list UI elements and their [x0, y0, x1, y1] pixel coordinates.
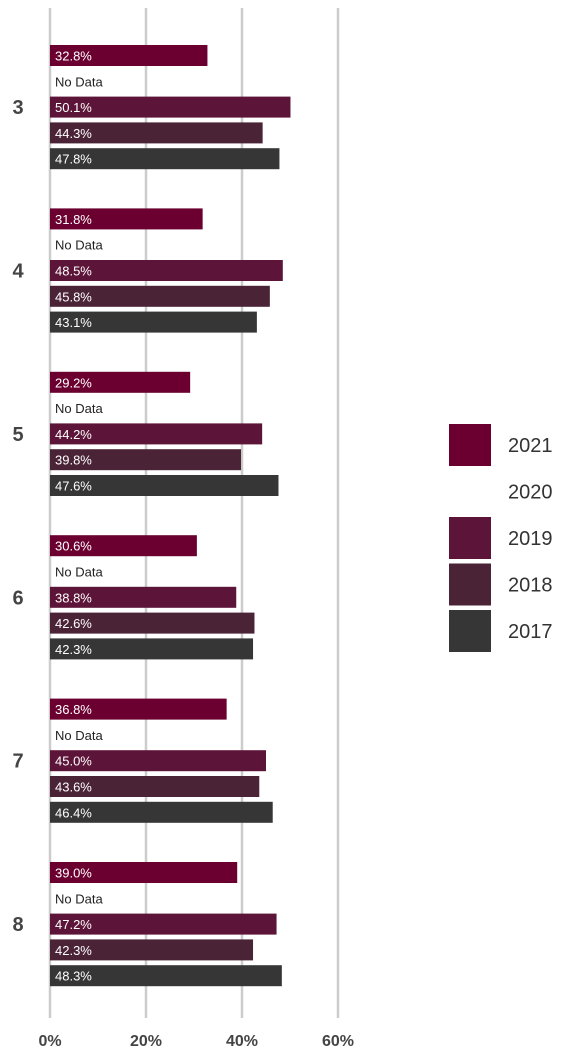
bar-2019-grade-6	[50, 586, 237, 608]
bar-value-label: 42.6%	[55, 616, 92, 631]
bar-2017-grade-3	[50, 148, 280, 170]
bar-2021-grade-8	[50, 862, 238, 883]
bar-value-label: 47.8%	[55, 152, 92, 167]
bar-value-label: 48.5%	[55, 264, 92, 279]
bar-value-label: 42.3%	[55, 943, 92, 958]
category-label: 8	[12, 914, 23, 936]
legend-label-2017: 2017	[508, 621, 553, 643]
bar-value-label: 47.6%	[55, 479, 92, 494]
category-label: 4	[12, 261, 24, 283]
bar-value-label: 43.6%	[55, 780, 92, 795]
no-data-label: No Data	[55, 891, 103, 906]
bar-2017-grade-7	[50, 801, 273, 823]
x-axis-ticks: 0% 20% 40% 60%	[38, 1033, 354, 1048]
bar-2021-grade-3	[50, 45, 208, 66]
bar-2018-grade-4	[50, 285, 270, 307]
bar-value-label: 38.8%	[55, 590, 92, 605]
bars: 32.8% No Data 50.1% 44.3% 47.8% 31.8% No Data 4…	[50, 45, 291, 987]
bar-2019-grade-3	[50, 96, 291, 118]
bar-value-label: 47.2%	[55, 917, 92, 932]
legend-label-2020: 2020	[508, 482, 553, 504]
bar-value-label: 29.2%	[55, 375, 92, 390]
category-label: 6	[12, 587, 23, 609]
category-label: 7	[12, 751, 23, 773]
bar-value-label: 30.6%	[55, 539, 92, 554]
no-data-label: No Data	[55, 565, 103, 580]
bar-value-label: 39.0%	[55, 866, 92, 881]
legend-label-2019: 2019	[508, 528, 553, 550]
bar-2019-grade-5	[50, 423, 263, 445]
legend-swatch-2017	[449, 610, 491, 652]
bar-value-label: 39.8%	[55, 453, 92, 468]
bar-2019-grade-8	[50, 913, 277, 935]
bar-2018-grade-7	[50, 776, 260, 797]
category-labels: 3 4 5 6 7 8	[12, 97, 24, 936]
gridlines	[48, 8, 340, 1018]
bar-value-label: 31.8%	[55, 212, 92, 227]
legend: 2021 2020 2019 2018 2017	[449, 424, 553, 652]
no-data-label: No Data	[55, 728, 103, 743]
category-label: 5	[12, 424, 23, 446]
bar-2021-grade-7	[50, 698, 227, 720]
legend-swatch-2018	[449, 563, 491, 606]
no-data-label: No Data	[55, 401, 103, 416]
x-tick-label: 0%	[38, 1033, 61, 1048]
bar-value-label: 45.0%	[55, 754, 92, 769]
bar-value-label: 32.8%	[55, 49, 92, 64]
bar-2018-grade-3	[50, 122, 263, 144]
legend-swatch-2019	[449, 517, 491, 559]
bar-2017-grade-5	[50, 475, 279, 496]
bar-2021-grade-6	[50, 535, 197, 557]
bar-2017-grade-4	[50, 311, 257, 333]
category-label: 3	[12, 97, 23, 119]
bar-2021-grade-4	[50, 208, 203, 230]
bar-2017-grade-8	[50, 965, 282, 987]
bar-value-label: 46.4%	[55, 805, 92, 820]
bar-value-label: 50.1%	[55, 100, 92, 115]
bar-2021-grade-5	[50, 371, 191, 393]
no-data-label: No Data	[55, 74, 103, 89]
bar-2019-grade-7	[50, 750, 266, 772]
bar-2019-grade-4	[50, 260, 283, 281]
bar-2018-grade-6	[50, 612, 255, 634]
legend-label-2018: 2018	[508, 575, 553, 597]
x-tick-label: 20%	[130, 1033, 162, 1048]
bar-value-label: 48.3%	[55, 969, 92, 984]
bar-value-label: 45.8%	[55, 289, 92, 304]
x-tick-label: 40%	[226, 1033, 258, 1048]
bar-value-label: 36.8%	[55, 702, 92, 717]
bar-value-label: 43.1%	[55, 315, 92, 330]
bar-value-label: 44.3%	[55, 126, 92, 141]
bar-2017-grade-6	[50, 638, 254, 660]
bar-2018-grade-8	[50, 939, 254, 961]
bar-value-label: 44.2%	[55, 427, 92, 442]
legend-swatch-2021	[449, 424, 491, 466]
bar-value-label: 42.3%	[55, 642, 92, 657]
bar-2018-grade-5	[50, 449, 242, 471]
x-tick-label: 60%	[322, 1033, 354, 1048]
legend-label-2021: 2021	[508, 435, 553, 457]
no-data-label: No Data	[55, 238, 103, 253]
